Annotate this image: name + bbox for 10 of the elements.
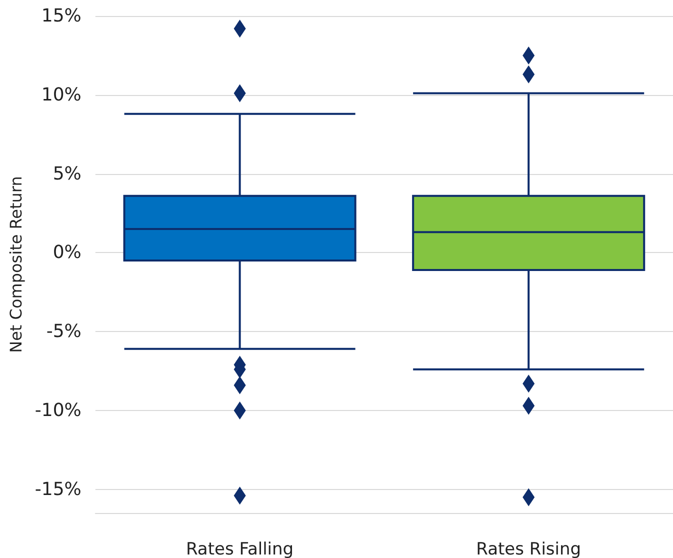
y-tick-label: 0% bbox=[52, 242, 82, 264]
y-tick-label: -15% bbox=[34, 478, 82, 500]
y-tick-label: 15% bbox=[41, 6, 82, 26]
x-tick-label: Rates Falling bbox=[186, 540, 294, 558]
x-tick-label: Rates Rising bbox=[476, 540, 582, 558]
y-tick-label: 5% bbox=[52, 163, 82, 184]
y-tick-label: -5% bbox=[46, 321, 82, 342]
y-tick-label: -10% bbox=[34, 400, 82, 421]
y-tick-label: 10% bbox=[41, 84, 82, 106]
y-axis-title: Net Composite Return bbox=[6, 176, 26, 353]
